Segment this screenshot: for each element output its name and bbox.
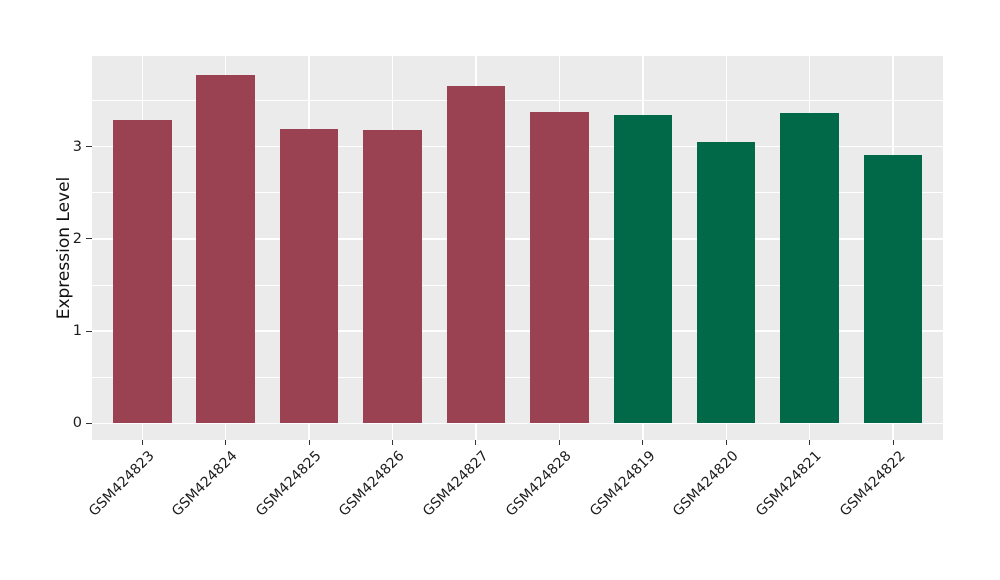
y-axis-title: Expression Level: [54, 176, 74, 320]
x-tick-label: GSM424827: [419, 448, 492, 520]
y-tick-mark: [86, 330, 92, 332]
major-gridline: [92, 330, 943, 332]
bar-GSM424826: [363, 129, 422, 424]
x-tick-mark: [475, 440, 477, 445]
x-tick-mark: [225, 440, 227, 445]
x-tick-label: GSM424826: [336, 448, 408, 520]
y-tick-label: 3: [72, 138, 82, 155]
plot-panel: [92, 56, 943, 440]
y-tick-label: 1: [72, 323, 82, 340]
bar-GSM424821: [780, 113, 839, 424]
x-tick-label: GSM424819: [586, 448, 659, 520]
x-tick-mark: [642, 440, 644, 445]
bar-GSM424823: [113, 119, 172, 424]
bar-GSM424822: [863, 154, 923, 424]
y-tick-label: 2: [72, 230, 82, 247]
x-tick-label: GSM424822: [836, 448, 909, 520]
x-tick-label: GSM424823: [86, 448, 158, 520]
x-tick-label: GSM424828: [503, 448, 575, 520]
x-tick-mark: [141, 440, 143, 445]
x-tick-mark: [558, 440, 560, 445]
x-tick-label: GSM424825: [252, 448, 325, 520]
minor-gridline: [92, 376, 943, 378]
x-tick-label: GSM424824: [169, 448, 242, 520]
x-tick-mark: [392, 440, 394, 445]
x-tick-label: GSM424820: [669, 448, 742, 520]
y-tick-label: 0: [72, 415, 82, 432]
x-tick-label: GSM424821: [753, 448, 825, 520]
bar-GSM424819: [613, 115, 673, 424]
major-gridline: [92, 238, 943, 240]
bar-GSM424827: [446, 85, 506, 424]
bar-GSM424824: [196, 74, 255, 424]
major-gridline: [92, 422, 943, 425]
minor-gridline: [92, 284, 943, 286]
y-tick-mark: [86, 146, 92, 147]
minor-gridline: [92, 192, 943, 194]
bar-GSM424820: [696, 141, 756, 424]
y-tick-mark: [86, 238, 92, 240]
minor-gridline: [92, 99, 943, 101]
major-gridline: [92, 145, 943, 148]
bar-GSM424825: [279, 128, 339, 424]
y-tick-mark: [86, 422, 92, 424]
bar-GSM424828: [530, 112, 589, 424]
x-tick-mark: [809, 440, 811, 445]
x-tick-mark: [308, 440, 310, 445]
x-tick-mark: [725, 440, 727, 445]
x-tick-mark: [892, 440, 894, 445]
